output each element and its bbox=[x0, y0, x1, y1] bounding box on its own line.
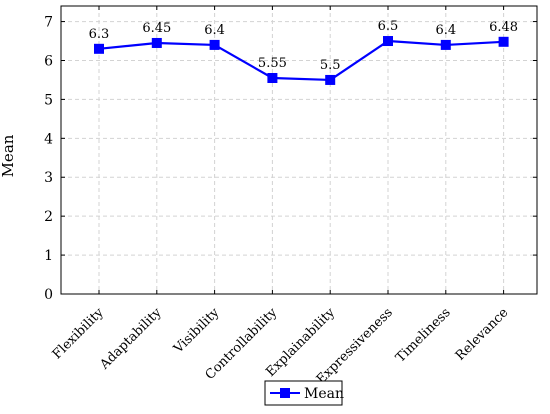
data-label: 6.4 bbox=[204, 23, 225, 38]
y-tick-label: 4 bbox=[44, 131, 53, 147]
series-line bbox=[98, 39, 504, 82]
y-axis-ticks: 0 1 2 3 4 5 6 7 bbox=[44, 15, 537, 303]
legend-marker bbox=[280, 388, 290, 398]
data-label: 6.48 bbox=[489, 20, 518, 35]
data-point-marker bbox=[267, 73, 278, 83]
data-label: 6.3 bbox=[89, 27, 110, 42]
y-tick-label: 6 bbox=[44, 53, 53, 69]
grid bbox=[61, 6, 537, 295]
data-label: 6.45 bbox=[142, 21, 171, 36]
data-point-marker bbox=[325, 74, 336, 85]
y-tick-label: 5 bbox=[44, 92, 53, 108]
y-tick-label: 1 bbox=[44, 248, 53, 264]
y-axis-label: Mean bbox=[0, 134, 17, 177]
data-point-marker bbox=[383, 36, 393, 47]
data-point-marker bbox=[440, 39, 451, 50]
x-tick-label: Adaptability bbox=[97, 305, 165, 373]
y-tick-label: 0 bbox=[44, 287, 53, 303]
data-point-marker bbox=[94, 43, 104, 54]
data-label: 5.55 bbox=[258, 56, 287, 71]
x-tick-label: Timeliness bbox=[393, 305, 454, 366]
x-tick-label: Relevance bbox=[453, 305, 512, 364]
data-label: 5.5 bbox=[320, 58, 341, 73]
x-tick-label: Visibility bbox=[170, 305, 222, 357]
data-point-marker bbox=[498, 36, 509, 47]
data-label: 6.5 bbox=[378, 19, 399, 34]
data-label: 6.4 bbox=[435, 23, 456, 38]
legend: Mean bbox=[264, 380, 344, 406]
legend-label: Mean bbox=[304, 386, 344, 402]
series-layer: 6.3 6.45 6.4 5.55 5.5 6.5 6.4 6.48 bbox=[89, 19, 518, 85]
y-tick-label: 2 bbox=[44, 209, 53, 225]
x-tick-label: Flexibility bbox=[50, 305, 108, 363]
y-tick-label: 3 bbox=[44, 170, 53, 186]
y-tick-label: 7 bbox=[44, 15, 53, 31]
data-point-marker bbox=[151, 37, 162, 48]
plot-frame bbox=[60, 5, 538, 295]
data-point-marker bbox=[209, 39, 220, 50]
